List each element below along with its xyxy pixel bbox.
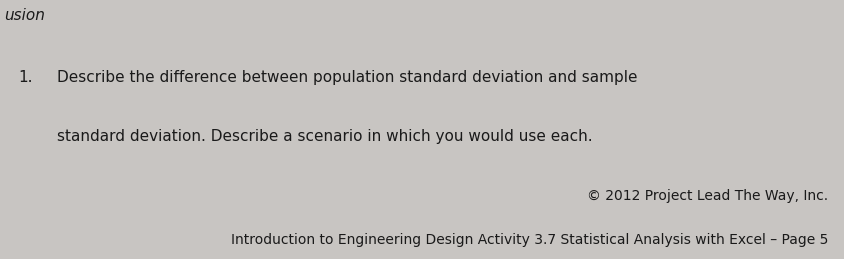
Text: Introduction to Engineering Design Activity 3.7 Statistical Analysis with Excel : Introduction to Engineering Design Activ… bbox=[230, 233, 827, 247]
Text: 1.: 1. bbox=[19, 70, 33, 85]
Text: usion: usion bbox=[4, 8, 45, 23]
Text: Describe the difference between population standard deviation and sample: Describe the difference between populati… bbox=[57, 70, 637, 85]
Text: standard deviation. Describe a scenario in which you would use each.: standard deviation. Describe a scenario … bbox=[57, 130, 592, 145]
Text: © 2012 Project Lead The Way, Inc.: © 2012 Project Lead The Way, Inc. bbox=[587, 189, 827, 203]
